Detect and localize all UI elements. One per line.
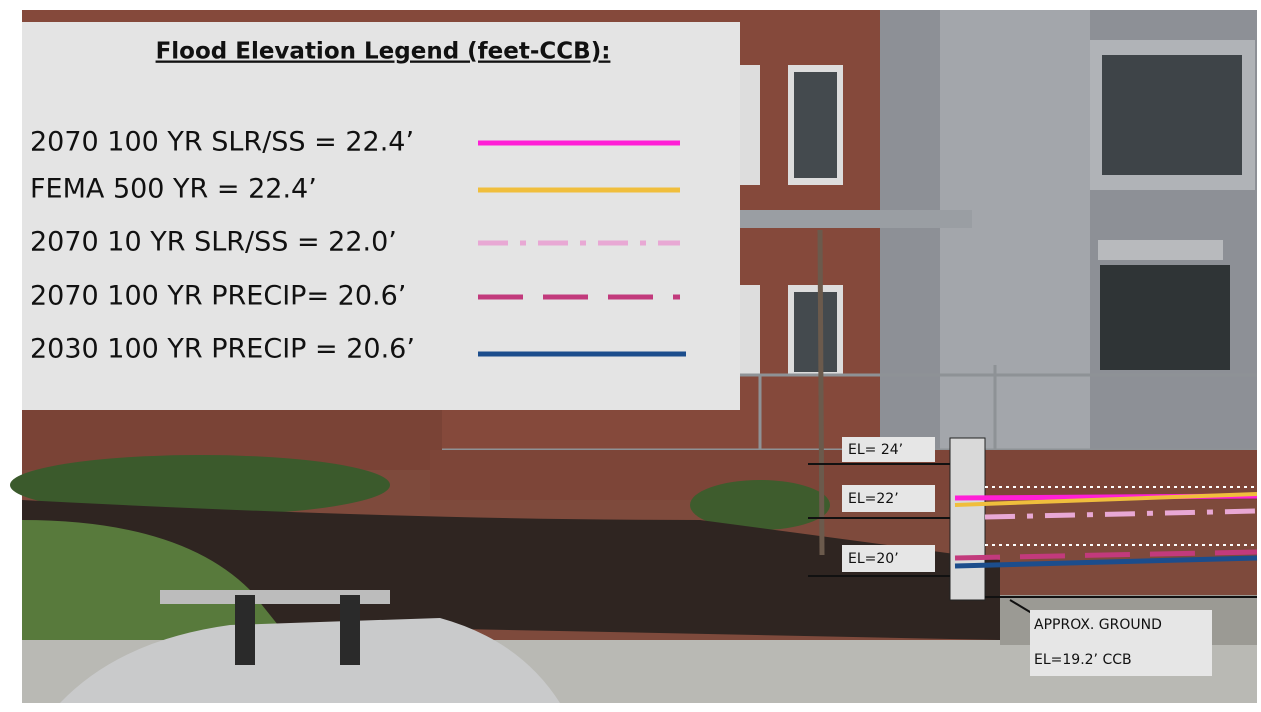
gauge [949, 437, 986, 601]
flood-line [984, 508, 1258, 520]
el-label: EL=20’ [848, 551, 899, 567]
legend-item: 2030 100 YR PRECIP = 20.6’ [30, 334, 415, 365]
el-label-box [842, 545, 935, 572]
legend-item: 2070 10 YR SLR/SS = 22.0’ [30, 227, 397, 258]
legend-title: Flood Elevation Legend (feet-CCB): [156, 39, 611, 65]
el-label-box [842, 485, 935, 512]
ground-label-box [1030, 610, 1212, 676]
ground-label: APPROX. GROUND [1034, 617, 1162, 633]
flood-line [954, 549, 1258, 561]
legend-item: 2070 100 YR PRECIP= 20.6’ [30, 281, 406, 312]
legend-item: 2070 100 YR SLR/SS = 22.4’ [30, 127, 414, 158]
flood-line [954, 555, 1258, 569]
legend-item: FEMA 500 YR = 22.4’ [30, 174, 317, 205]
el-label: EL= 24’ [848, 442, 903, 458]
flood-line [954, 492, 1258, 507]
legend-box [22, 22, 740, 410]
el-label: EL=22’ [848, 491, 899, 507]
el-label-box [842, 437, 935, 462]
ground-label: EL=19.2’ CCB [1034, 652, 1132, 668]
